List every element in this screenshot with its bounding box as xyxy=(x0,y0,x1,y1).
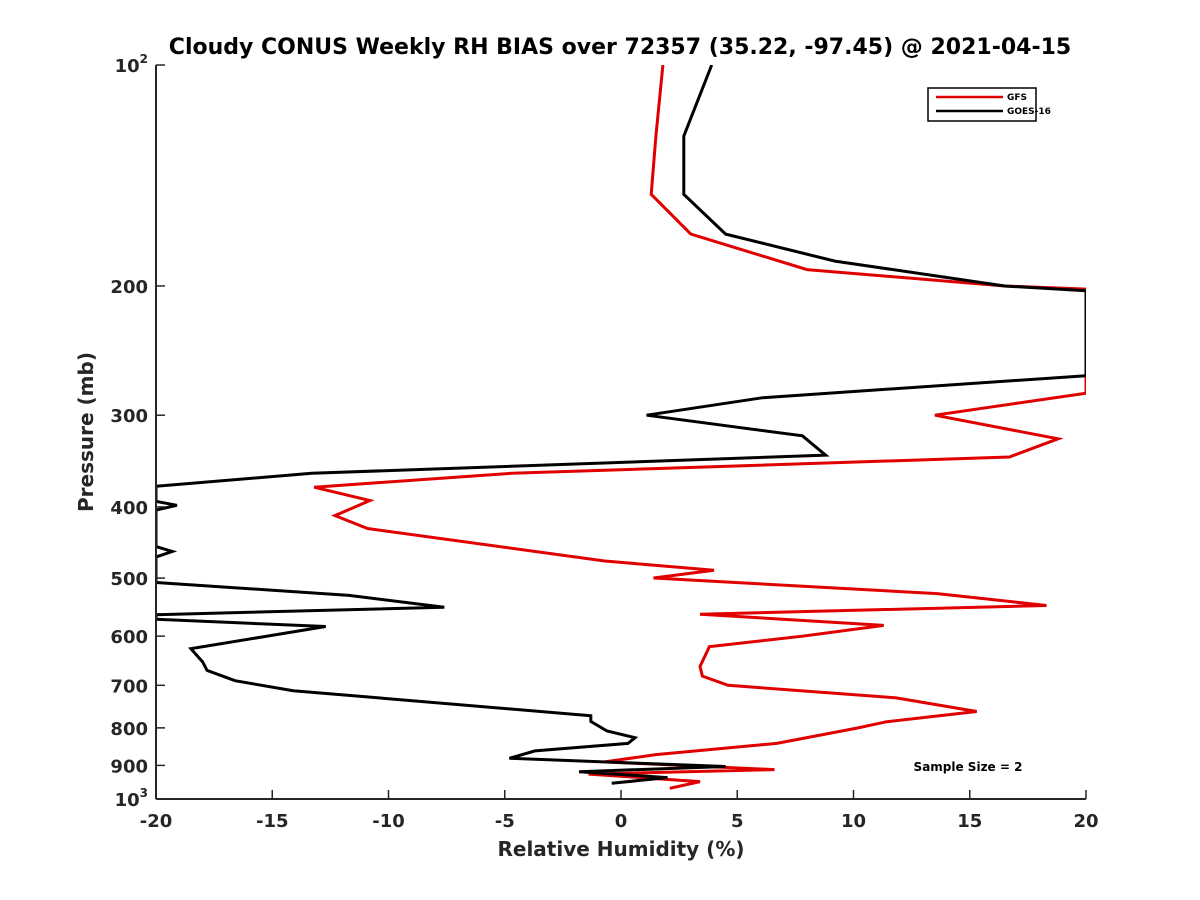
y-tick-label: 800 xyxy=(110,719,148,740)
x-ticks: -20 -15 -10 -5 0 5 10 15 20 xyxy=(140,790,1099,832)
y-tick-label: 400 xyxy=(110,498,148,519)
y-tick-label: 500 xyxy=(110,569,148,590)
legend-box xyxy=(927,87,1037,122)
series-line-gfs xyxy=(313,65,1086,790)
series-layer xyxy=(156,65,1086,790)
y-tick-label: 900 xyxy=(110,756,148,777)
x-tick-label: -20 xyxy=(140,811,173,832)
chart-title: Cloudy CONUS Weekly RH BIAS over 72357 (… xyxy=(169,35,1071,60)
x-axis-label: Relative Humidity (%) xyxy=(497,837,744,861)
y-tick-label: 102 xyxy=(115,52,148,77)
legend-label-gfs: GFS xyxy=(1007,93,1027,103)
x-tick-label: -10 xyxy=(372,811,405,832)
x-tick-label: 10 xyxy=(841,811,866,832)
x-tick-label: 20 xyxy=(1073,811,1098,832)
legend-label-goes16: GOES-16 xyxy=(1007,107,1051,117)
x-tick-label: 5 xyxy=(731,811,744,832)
x-tick-label: -5 xyxy=(495,811,515,832)
y-ticks: 102 200 300 400 500 600 700 800 900 103 xyxy=(110,52,165,811)
y-tick-label: 300 xyxy=(110,406,148,427)
x-tick-label: -15 xyxy=(256,811,289,832)
x-tick-label: 0 xyxy=(615,811,628,832)
y-tick-label: 600 xyxy=(110,627,148,648)
x-tick-label: 15 xyxy=(957,811,982,832)
y-tick-label: 700 xyxy=(110,676,148,697)
plot-area-frame xyxy=(156,65,1086,799)
y-tick-label: 103 xyxy=(115,786,148,811)
legend: GFS GOES-16 xyxy=(927,87,1051,122)
series-line-goes-16 xyxy=(156,65,1086,785)
sample-size-annotation: Sample Size = 2 xyxy=(914,760,1023,774)
y-axis-label: Pressure (mb) xyxy=(74,352,98,512)
y-tick-label: 200 xyxy=(110,277,148,298)
